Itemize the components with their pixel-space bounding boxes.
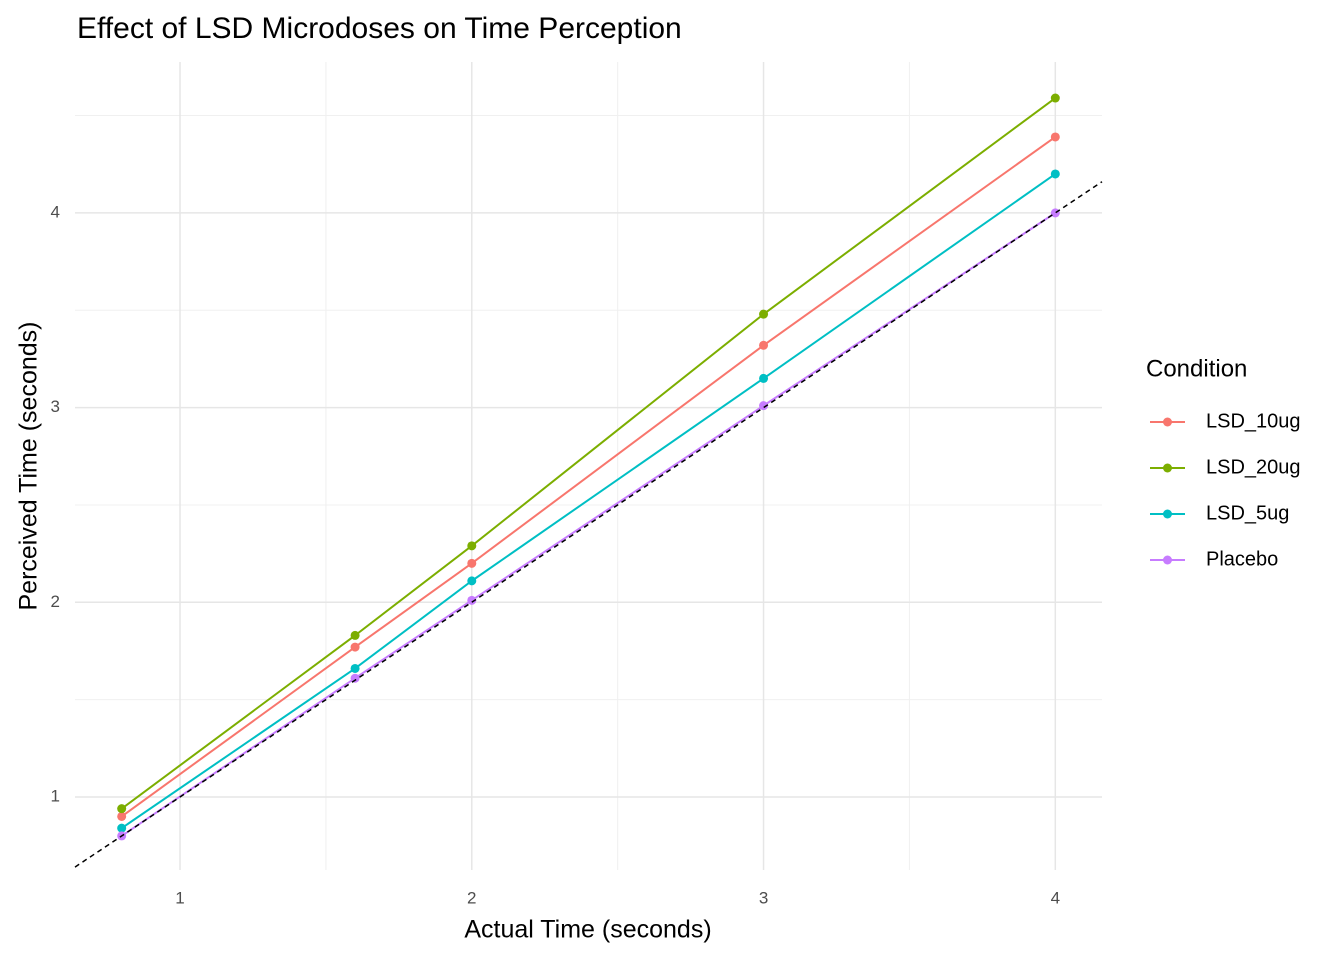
x-tick-label: 4: [1051, 888, 1060, 907]
legend-label: LSD_5ug: [1206, 502, 1289, 524]
data-point: [467, 558, 477, 568]
series-line: [121, 173, 1056, 829]
y-tick-label: 4: [51, 202, 60, 221]
x-tick-label: 2: [467, 888, 476, 907]
data-point: [117, 804, 127, 814]
data-point: [117, 811, 127, 821]
data-point: [1050, 132, 1060, 142]
data-point: [467, 576, 477, 586]
legend-key-point: [1163, 417, 1172, 427]
legend-key-point: [1163, 509, 1172, 519]
data-point: [350, 630, 360, 640]
data-point: [1050, 169, 1060, 179]
data-point: [350, 642, 360, 652]
legend-label: Placebo: [1206, 548, 1278, 570]
reference-line: [74, 181, 1103, 868]
y-tick-label: 2: [51, 592, 60, 611]
data-point: [759, 340, 769, 350]
chart-title: Effect of LSD Microdoses on Time Percept…: [77, 12, 682, 45]
data-point: [117, 823, 127, 833]
data-point: [1050, 93, 1060, 103]
y-tick-label: 1: [51, 786, 60, 805]
data-point: [467, 541, 477, 551]
y-axis-label: Perceived Time (seconds): [15, 321, 43, 610]
legend-key-point: [1163, 555, 1172, 565]
x-tick-label: 1: [175, 888, 184, 907]
data-point: [759, 309, 769, 319]
y-tick-label: 3: [51, 397, 60, 416]
data-point: [467, 595, 477, 605]
series-line: [121, 136, 1056, 818]
legend-label: LSD_20ug: [1206, 456, 1301, 478]
series-line: [121, 97, 1056, 810]
legend-key-point: [1163, 463, 1172, 473]
x-axis-label: Actual Time (seconds): [464, 916, 711, 944]
data-point: [759, 373, 769, 383]
x-tick-label: 3: [759, 888, 768, 907]
data-point: [759, 401, 769, 411]
data-point: [350, 673, 360, 683]
data-point: [350, 663, 360, 673]
legend-title: Condition: [1146, 355, 1247, 382]
legend-label: LSD_10ug: [1206, 410, 1301, 432]
